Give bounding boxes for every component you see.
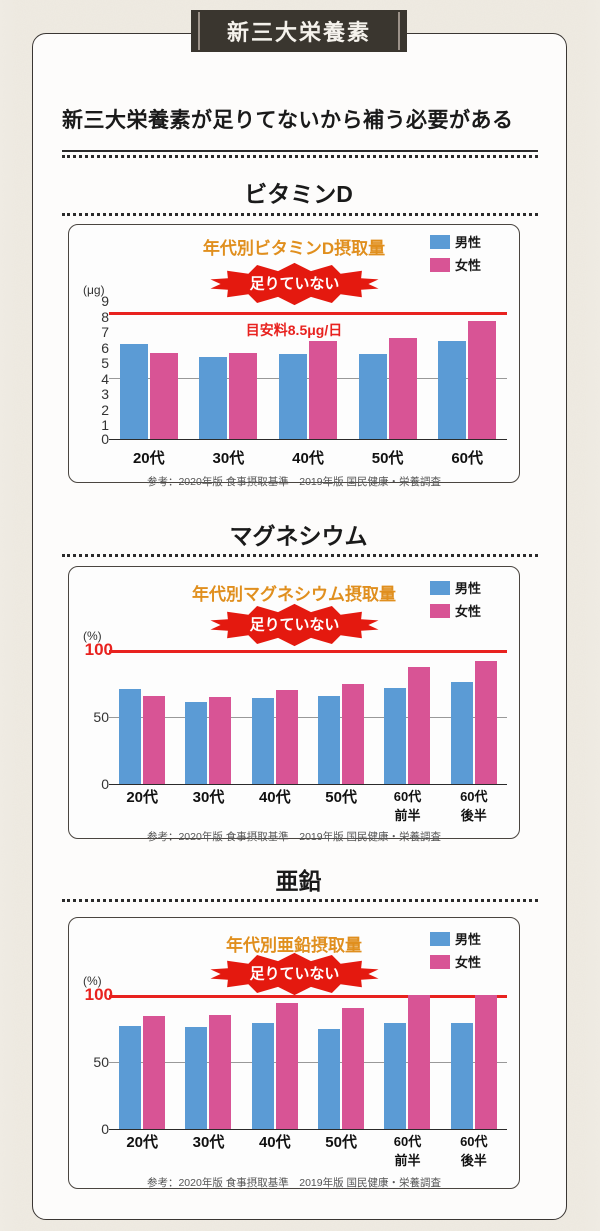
svg-text:足りていない: 足りていない — [249, 275, 339, 292]
svg-text:足りていない: 足りていない — [249, 965, 339, 982]
svg-text:足りていない: 足りていない — [249, 616, 339, 633]
